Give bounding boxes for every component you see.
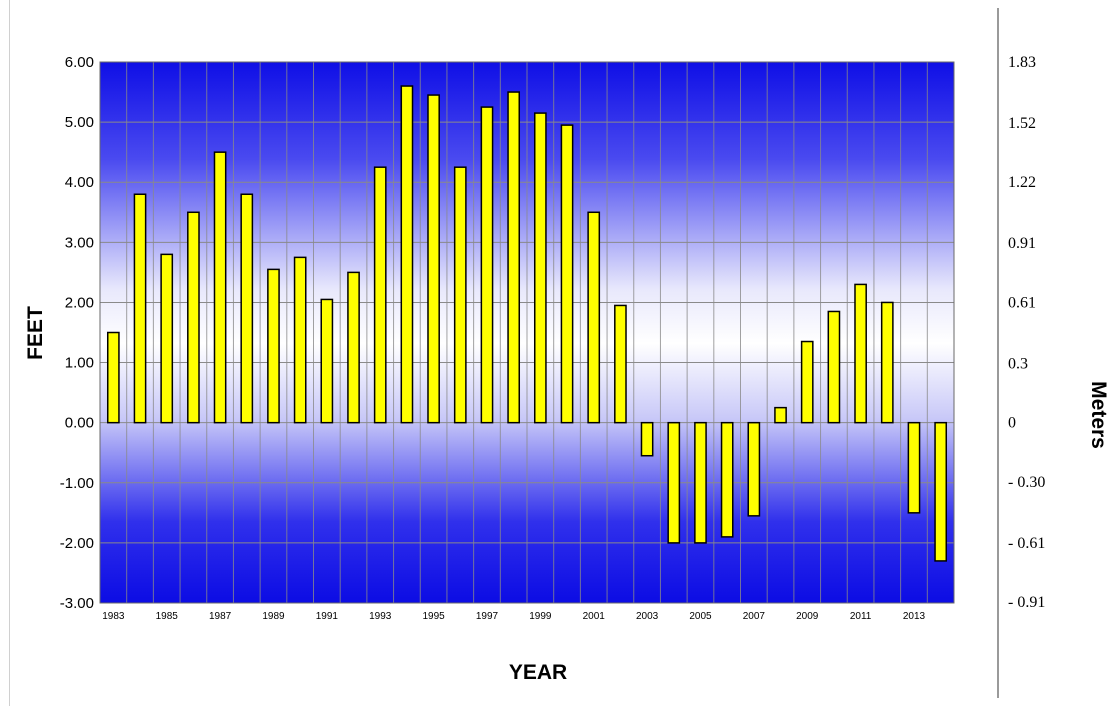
x-tick-label: 1985 <box>156 611 179 622</box>
y2-tick-label: 1.22 <box>1008 174 1036 191</box>
y-tick-label: 2.00 <box>65 294 94 311</box>
x-tick-label: 1995 <box>422 611 445 622</box>
bar-1994 <box>400 85 414 424</box>
x-tick-label: 2009 <box>796 611 819 622</box>
bar-1999 <box>533 112 547 424</box>
x-tick-label: 1991 <box>316 611 339 622</box>
bar-1992 <box>347 271 360 424</box>
y2-tick-label: 1.52 <box>1008 115 1036 132</box>
plot-frame <box>99 61 955 604</box>
x-tick-label: 2007 <box>743 611 766 622</box>
bar-1996 <box>453 166 467 424</box>
y-tick-label: 3.00 <box>65 234 94 251</box>
x-tick-label: 1983 <box>102 611 125 622</box>
y-axis-label: FEET <box>24 306 47 360</box>
bar-1988 <box>240 193 254 424</box>
bar-1995 <box>427 94 440 424</box>
y-tick-label: -1.00 <box>60 475 94 492</box>
bar-2007 <box>747 421 761 517</box>
y-tick-label: 0.00 <box>65 415 94 432</box>
bar-2001 <box>587 211 601 424</box>
bar-2003 <box>640 421 654 457</box>
y-tick-label: 6.00 <box>65 54 94 71</box>
x-axis-ticks: 1983 1985 1987 1989 1991 1993 1995 1997 1999 2001… <box>102 611 925 622</box>
bar-2014 <box>934 421 948 562</box>
y2-tick-label: 0.91 <box>1008 235 1036 252</box>
x-tick-label: 1999 <box>529 611 552 622</box>
y2-axis-label: Meters <box>1087 381 1110 449</box>
x-tick-label: 2005 <box>689 611 712 622</box>
bar-2000 <box>560 124 574 424</box>
bar-1993 <box>373 166 387 424</box>
y2-tick-label: 1.83 <box>1008 54 1036 71</box>
y2-tick-label: 0.61 <box>1008 294 1036 311</box>
bar-series <box>106 85 948 562</box>
x-tick-label: 2013 <box>903 611 926 622</box>
bar-1983 <box>106 331 120 424</box>
x-tick-label: 1997 <box>476 611 499 622</box>
y2-tick-label: - 0.30 <box>1008 474 1045 491</box>
bar-1997 <box>480 106 494 424</box>
x-tick-label: 1989 <box>262 611 285 622</box>
y-axis-ticks: 6.00 5.00 4.00 3.00 2.00 1.00 0.00 -1.00 -2.00 -3… <box>60 54 94 612</box>
bar-1990 <box>293 256 307 424</box>
y2-tick-label: 0.3 <box>1008 356 1028 373</box>
y-tick-label: -3.00 <box>60 595 94 612</box>
bar-2006 <box>720 421 734 538</box>
y-tick-label: 4.00 <box>65 174 94 191</box>
y2-tick-label: - 0.61 <box>1008 535 1045 552</box>
bar-2008 <box>774 406 787 424</box>
bar-2004 <box>667 421 681 544</box>
bar-2009 <box>800 340 814 424</box>
y-tick-label: 5.00 <box>65 114 94 131</box>
bar-2012 <box>880 301 894 424</box>
y2-axis-ticks: 1.83 1.52 1.22 0.91 0.61 0.3 0 - 0.30 - 0.61 - 0.… <box>1008 54 1045 611</box>
right-divider-line <box>997 8 999 698</box>
bar-2005 <box>694 421 707 544</box>
bar-2010 <box>827 310 841 424</box>
bar-1989 <box>267 268 280 424</box>
x-axis-label: YEAR <box>509 661 567 684</box>
x-tick-label: 1987 <box>209 611 232 622</box>
x-tick-label: 2003 <box>636 611 659 622</box>
bar-1998 <box>507 91 521 424</box>
bar-2002 <box>614 304 627 424</box>
bar-1984 <box>133 193 147 424</box>
y-tick-label: 1.00 <box>65 355 94 372</box>
bar-1985 <box>160 253 174 424</box>
y2-tick-label: 0 <box>1008 415 1016 432</box>
bar-2013 <box>907 421 921 514</box>
bar-1991 <box>320 298 334 424</box>
x-tick-label: 2011 <box>850 611 872 622</box>
bar-1987 <box>213 151 227 424</box>
bar-1986 <box>187 211 200 424</box>
x-tick-label: 1993 <box>369 611 392 622</box>
y2-tick-label: - 0.91 <box>1008 594 1045 611</box>
y-tick-label: -2.00 <box>60 535 94 552</box>
bar-2011 <box>854 283 867 424</box>
left-border-line <box>9 0 10 706</box>
x-tick-label: 2001 <box>583 611 606 622</box>
